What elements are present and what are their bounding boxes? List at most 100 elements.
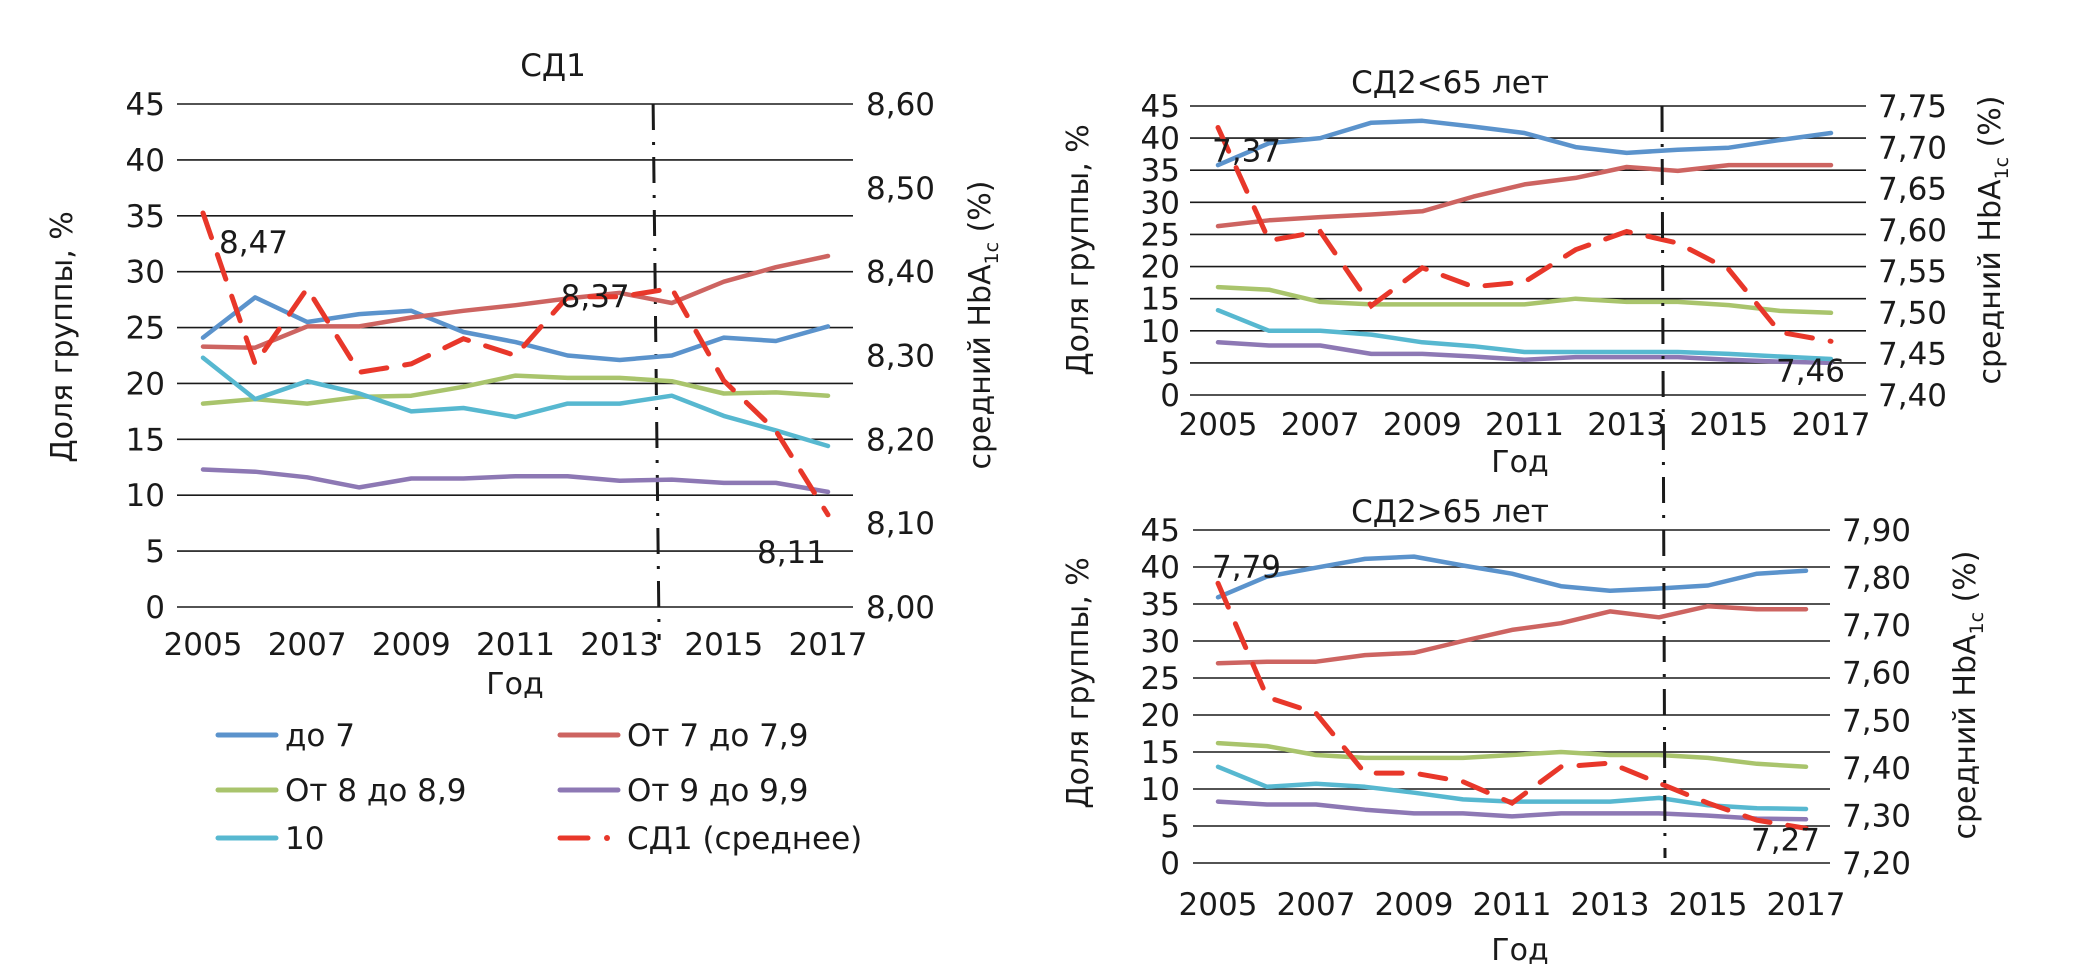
y2-tick-label: 8,60 <box>866 87 935 123</box>
y-tick-label: 25 <box>126 311 165 347</box>
y-tick-label: 30 <box>126 255 165 291</box>
y2-tick-label: 7,30 <box>1842 798 1911 834</box>
legend-label: От 9 до 9,9 <box>627 773 808 809</box>
series-line-ten <box>1215 307 1834 362</box>
y-tick-label: 0 <box>1160 378 1180 414</box>
y-tick-label: 25 <box>1141 217 1180 253</box>
y2-tick-label: 7,90 <box>1842 513 1911 549</box>
y-tick-label: 35 <box>1141 587 1180 623</box>
vertical-marker-line <box>651 103 661 641</box>
series-line-from9 <box>1215 340 1834 366</box>
legend-swatch-dot <box>604 835 610 841</box>
y2-title-suffix: (%) <box>1948 550 1983 611</box>
y2-axis-ticks: 8,00 8,10 8,20 8,30 8,40 8,50 8,60 <box>866 87 935 626</box>
y-tick-label: 40 <box>1141 121 1180 157</box>
x-tick-label: 2013 <box>580 627 659 663</box>
y2-tick-label: 8,40 <box>866 255 935 291</box>
series-line-from8 <box>200 373 831 406</box>
legend-label: до 7 <box>285 718 355 754</box>
vertical-marker-line-shared <box>1660 105 1667 859</box>
data-label: 8,11 <box>757 535 826 571</box>
y2-axis-ticks: 7,40 7,45 7,50 7,55 7,60 7,65 7,70 7,75 <box>1878 89 1947 414</box>
series-line-from8 <box>1215 284 1834 316</box>
legend-item-from9: От 9 до 9,9 <box>557 773 808 809</box>
y2-title-subscript: 1c <box>1991 157 2013 180</box>
y-tick-label: 45 <box>1141 89 1180 125</box>
x-tick-label: 2017 <box>1792 407 1871 443</box>
series-line-from7 <box>200 253 831 350</box>
y-tick-label: 15 <box>126 422 165 458</box>
series-layer <box>1215 118 1834 366</box>
y2-title-main: средний HbA <box>1948 634 1983 839</box>
x-tick-label: 2015 <box>684 627 763 663</box>
legend-item-do7: до 7 <box>215 718 355 754</box>
y2-tick-label: 7,45 <box>1878 337 1947 373</box>
series-layer <box>200 210 831 518</box>
x-tick-label: 2005 <box>1179 407 1258 443</box>
y-tick-label: 0 <box>145 590 165 626</box>
y-tick-label: 40 <box>126 143 165 179</box>
x-axis-title: Год <box>486 667 543 702</box>
y-axis-title: Доля группы, % <box>1061 124 1096 376</box>
data-label: 7,46 <box>1776 353 1845 389</box>
y2-tick-label: 7,75 <box>1878 89 1947 125</box>
legend-item-avg: СД1 (среднее) <box>557 821 862 857</box>
legend: до 7 От 7 до 7,9 От 8 до 8,9 От 9 до 9,9 10 С… <box>215 718 862 857</box>
y2-tick-label: 8,20 <box>866 422 935 458</box>
x-axis-ticks: 2005 2007 2009 2011 2013 2015 2017 <box>164 627 868 663</box>
x-tick-label: 2015 <box>1669 887 1748 923</box>
series-line-do7 <box>1215 554 1809 600</box>
x-axis-title: Год <box>1491 445 1548 480</box>
x-tick-label: 2011 <box>1485 407 1564 443</box>
annotations: 7,79 7,27 <box>1212 549 1820 858</box>
y-tick-label: 10 <box>1141 772 1180 808</box>
y2-tick-label: 7,70 <box>1878 130 1947 166</box>
y-tick-label: 35 <box>126 199 165 235</box>
series-line-avg <box>200 210 831 518</box>
y2-tick-label: 7,50 <box>1842 703 1911 739</box>
y2-title-subscript: 1c <box>1966 612 1988 635</box>
y2-tick-label: 8,00 <box>866 590 935 626</box>
x-tick-label: 2013 <box>1587 407 1666 443</box>
y2-tick-label: 7,20 <box>1842 846 1911 882</box>
y2-tick-label: 7,40 <box>1878 378 1947 414</box>
chart-title: СД1 <box>520 48 586 84</box>
y-tick-label: 15 <box>1141 282 1180 318</box>
y2-axis-title: средний HbA1c (%) <box>1948 550 1988 839</box>
y2-tick-label: 8,50 <box>866 171 935 207</box>
x-tick-label: 2007 <box>1277 887 1356 923</box>
y2-title-main: средний HbA <box>963 264 998 469</box>
series-line-from7 <box>1215 603 1809 666</box>
x-axis-ticks: 2005 2007 2009 2011 2013 2015 2017 <box>1179 407 1871 443</box>
x-tick-label: 2005 <box>1179 887 1258 923</box>
series-line-do7 <box>1215 118 1834 168</box>
series-layer <box>1215 554 1809 831</box>
legend-item-ten: 10 <box>215 821 324 857</box>
x-axis-ticks: 2005 2007 2009 2011 2013 2015 2017 <box>1179 887 1846 923</box>
series-line-avg <box>1215 580 1809 831</box>
y-tick-label: 5 <box>1160 809 1180 845</box>
y2-title-suffix: (%) <box>1973 95 2008 156</box>
y-tick-label: 20 <box>126 366 165 402</box>
x-tick-label: 2013 <box>1571 887 1650 923</box>
y2-tick-label: 8,10 <box>866 506 935 542</box>
y-tick-label: 15 <box>1141 735 1180 771</box>
series-line-do7 <box>200 295 831 363</box>
y2-title-main: средний HbA <box>1973 179 2008 384</box>
data-label: 8,47 <box>219 225 288 261</box>
y-tick-label: 30 <box>1141 185 1180 221</box>
y-axis-title: Доля группы, % <box>45 211 80 463</box>
data-label: 8,37 <box>561 279 630 315</box>
y-tick-label: 40 <box>1141 550 1180 586</box>
x-tick-label: 2009 <box>1375 887 1454 923</box>
y2-tick-label: 7,50 <box>1878 295 1947 331</box>
chart-title: СД2<65 лет <box>1351 65 1549 101</box>
y2-tick-label: 7,40 <box>1842 751 1911 787</box>
y-tick-label: 35 <box>1141 153 1180 189</box>
